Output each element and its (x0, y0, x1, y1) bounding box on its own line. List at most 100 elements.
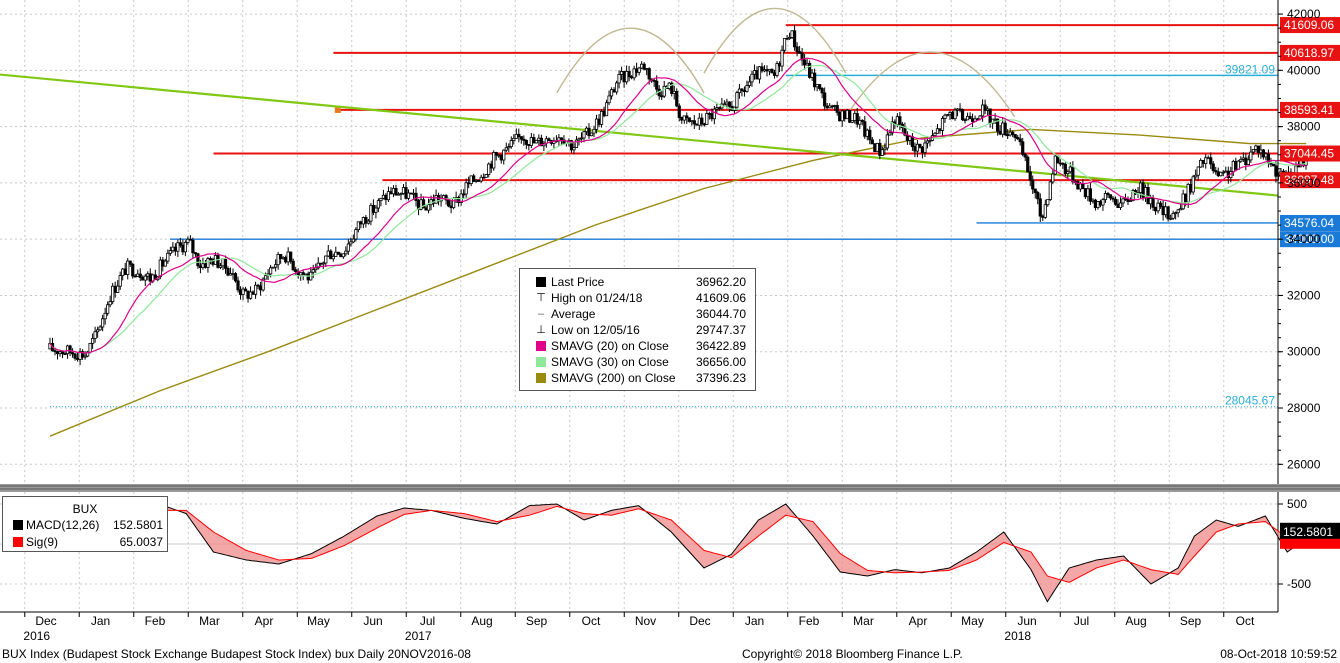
y-tick-label: 26000 (1287, 457, 1321, 471)
candle-body (314, 267, 318, 271)
candle-body (1256, 145, 1260, 154)
candle-body (276, 254, 280, 266)
candle-body (885, 134, 889, 149)
candle-body (1096, 201, 1100, 208)
legend-value: 37396.23 (695, 371, 746, 385)
legend-value: 36422.89 (695, 339, 746, 353)
candle-body (1274, 165, 1278, 177)
candle-body (218, 265, 223, 268)
candle-body (1204, 157, 1208, 164)
candle-body (203, 263, 208, 268)
macd-line (49, 503, 1304, 603)
x-month-label: Jan (745, 614, 764, 628)
candle-body (1249, 151, 1253, 161)
candle-body (336, 251, 340, 255)
candle-body (1259, 149, 1263, 154)
arc-annotation (703, 7, 847, 74)
candle-body (93, 331, 97, 339)
candle-body (1211, 163, 1215, 171)
candle-body (1088, 188, 1093, 202)
macd-legend: BUX MACD(12,26) 152.5801 Sig(9) 65.0037 (2, 496, 168, 552)
candle-body (559, 137, 564, 141)
candle-body (1161, 205, 1165, 216)
y-tick-label: 34000 (1287, 232, 1321, 246)
candle-body (700, 117, 704, 125)
x-month-label: Feb (145, 614, 166, 628)
candle-body (116, 285, 120, 293)
candle-body (477, 180, 481, 182)
candle-body (329, 250, 333, 260)
candle-body (171, 246, 175, 252)
candle-body (421, 199, 426, 209)
legend-value: 36962.20 (695, 275, 746, 289)
candle-body (875, 142, 879, 153)
high-marker-icon: ⊤ (536, 292, 546, 304)
candle-body (670, 82, 674, 94)
candle-body (324, 255, 328, 264)
candle-body (467, 182, 471, 185)
x-month-label: May (307, 614, 330, 628)
candle-body (635, 68, 639, 73)
candle-body (838, 111, 842, 122)
candle-body (424, 207, 428, 211)
candle-body (311, 269, 315, 273)
candle-body (1201, 159, 1205, 164)
macd-legend-row: Sig(9) 65.0037 (3, 533, 167, 550)
candle-body (163, 260, 167, 267)
candle-body (289, 251, 293, 262)
candle-body (1171, 213, 1175, 219)
candle-body (344, 250, 348, 255)
candle-body (1013, 134, 1017, 138)
candle-body (216, 254, 220, 268)
candle-body (198, 265, 203, 268)
candle-body (943, 114, 947, 119)
candle-body (888, 132, 892, 136)
candle-body (233, 273, 238, 282)
candle-body (537, 137, 541, 141)
candle-body (472, 175, 476, 182)
candle-body (993, 118, 997, 121)
candle-body (206, 258, 210, 268)
candle-body (935, 128, 940, 134)
candle-body (587, 127, 591, 137)
legend-label: Last Price (551, 275, 605, 289)
candle-body (68, 345, 72, 354)
candle-body (1033, 188, 1037, 193)
candle-body (504, 147, 508, 151)
candle-body (1206, 157, 1210, 160)
candle-body (514, 133, 518, 139)
candle-body (772, 72, 777, 76)
candle-body (970, 118, 975, 122)
candle-body (923, 142, 927, 153)
candle-body (647, 68, 651, 80)
candle-body (241, 288, 245, 295)
candle-body (800, 52, 804, 61)
candle-body (737, 88, 742, 94)
candle-body (1236, 160, 1240, 170)
candle-body (928, 140, 932, 142)
candle-body (161, 259, 165, 267)
candle-body (524, 139, 528, 145)
candle-body (183, 242, 187, 253)
candle-body (396, 193, 401, 196)
candle-body (780, 49, 784, 67)
candle-body (850, 120, 854, 123)
candle-body (672, 90, 676, 94)
candle-body (294, 269, 298, 273)
candle-body (913, 146, 917, 152)
candle-body (106, 304, 110, 314)
candle-body (414, 192, 418, 201)
level-label: 39821.09 (1225, 62, 1275, 76)
candle-body (1051, 173, 1055, 183)
candle-body (1021, 141, 1025, 155)
candle-body (539, 137, 543, 147)
candle-body (98, 326, 102, 331)
candle-body (246, 290, 250, 299)
candle-body (284, 256, 288, 263)
candle-body (158, 259, 162, 278)
candle-body (1041, 215, 1045, 218)
candle-body (981, 104, 985, 117)
candle-body (529, 137, 533, 146)
candle-body (965, 115, 970, 121)
candle-body (83, 355, 87, 358)
